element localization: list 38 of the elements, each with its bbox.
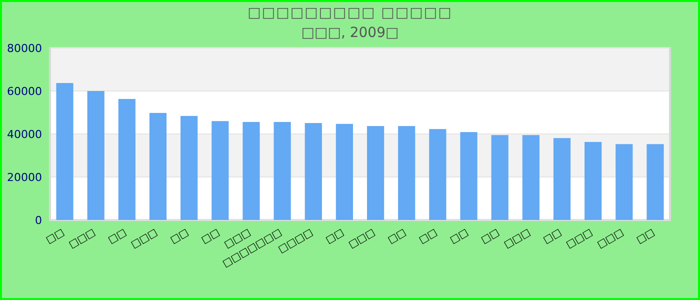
bar [87,91,104,220]
x-tick-label: □□ [634,227,657,246]
x-tick-label: □□ [448,227,470,246]
y-tick-label: 0 [35,214,42,227]
bar [491,135,508,220]
bar [646,144,664,220]
bar [553,138,571,220]
x-tick-label: □□ [168,227,191,246]
y-tick-label: 60000 [7,84,42,98]
bar [180,116,198,220]
bar [616,144,633,220]
bar [242,122,260,220]
y-tick-label: 20000 [7,170,42,184]
bar [398,126,416,220]
bar [584,142,602,220]
bar [429,129,446,220]
x-tick-label: □□ [44,227,66,246]
bar [56,83,74,220]
bar [304,123,322,220]
x-tick-label: □□ [417,227,440,246]
bar [460,132,478,220]
y-tick-label: 80000 [7,42,42,55]
bar [149,112,167,220]
chart-subtitle: □□□, 2009□ [301,25,399,41]
x-tick-label: □□ [542,227,564,246]
x-tick-label: □□ [386,227,408,246]
bar [366,126,384,220]
x-tick-label: □□ [106,227,128,246]
bar [522,135,540,220]
x-tick-label: □□ [324,227,346,246]
bar [336,124,354,220]
x-tick-label: □□ [200,227,222,246]
chart-title: □□□□□□□□□ □□□□□ [248,5,452,21]
bar [118,98,136,220]
bar [274,122,291,220]
bar [212,121,229,220]
x-tick-label: □□ [479,227,502,246]
y-tick-label: 40000 [7,128,42,141]
